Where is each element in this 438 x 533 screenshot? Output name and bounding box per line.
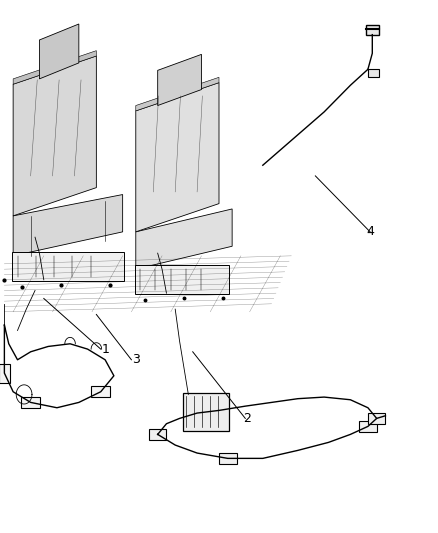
Bar xyxy=(149,429,166,440)
Polygon shape xyxy=(136,77,219,111)
FancyBboxPatch shape xyxy=(135,265,229,294)
Polygon shape xyxy=(13,56,96,216)
Polygon shape xyxy=(13,195,123,256)
Polygon shape xyxy=(158,54,201,106)
Bar xyxy=(368,413,385,424)
Polygon shape xyxy=(13,51,96,84)
Text: 4: 4 xyxy=(366,225,374,238)
FancyBboxPatch shape xyxy=(12,252,124,281)
FancyBboxPatch shape xyxy=(183,393,229,431)
Polygon shape xyxy=(39,24,79,79)
Bar xyxy=(21,397,40,408)
Bar xyxy=(219,453,237,464)
Text: 2: 2 xyxy=(244,412,251,425)
Bar xyxy=(368,69,379,77)
Bar xyxy=(366,25,379,35)
Bar xyxy=(0,364,10,383)
Bar xyxy=(91,386,110,397)
Bar xyxy=(359,421,377,432)
Text: 1: 1 xyxy=(101,343,109,356)
Text: 3: 3 xyxy=(132,353,140,366)
Polygon shape xyxy=(136,83,219,232)
Polygon shape xyxy=(136,209,232,269)
